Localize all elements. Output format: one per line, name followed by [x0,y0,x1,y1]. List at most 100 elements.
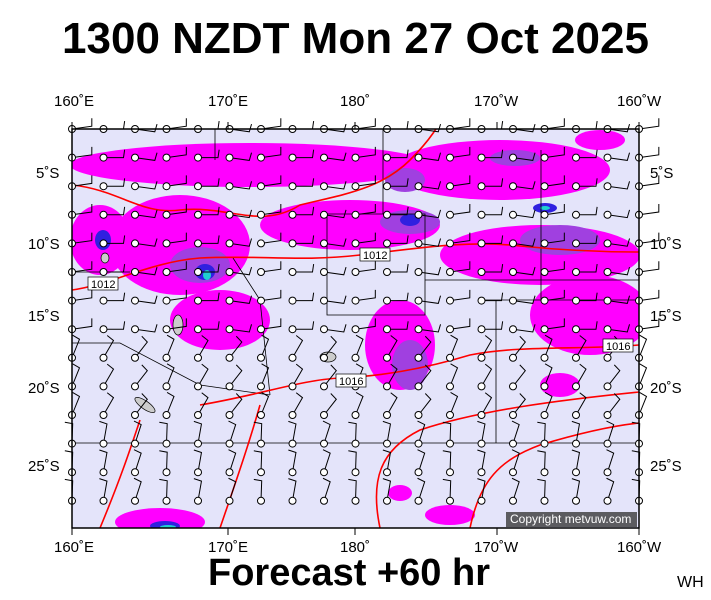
lat-label: 20˚S [650,380,682,397]
wind-barb [159,450,168,473]
wind-barb [197,335,209,359]
wind-barb [228,420,237,444]
station-marker [288,182,297,191]
wind-barb [103,149,126,159]
wind-barb [229,393,243,416]
station-marker [225,182,234,191]
wind-barb [134,152,158,161]
wind-barb [229,295,253,304]
station-marker [320,496,328,505]
station-marker [99,268,108,276]
wind-barb [71,204,93,216]
wind-barb [134,209,158,219]
station-marker [414,325,423,334]
station-marker [162,411,171,419]
wind-barb [198,292,220,302]
wind-barb [348,478,357,501]
wind-barb [292,363,304,387]
wind-barb [387,264,409,273]
station-marker [288,153,297,162]
station-marker [225,239,234,248]
wind-barb [159,421,168,444]
station-marker [414,239,423,248]
wind-barb [323,335,337,359]
wind-barb [198,206,220,216]
wind-barb [99,478,108,501]
station-marker [288,325,297,334]
station-marker [383,210,391,219]
wind-barb [99,449,108,473]
station-marker [288,296,297,305]
wind-barb [198,235,220,244]
wind-barb [442,450,452,473]
station-marker [509,411,517,419]
wind-barb [638,289,660,302]
station-marker [320,210,328,219]
wind-barb [638,118,660,130]
station-marker [162,325,171,334]
wind-barb [193,420,203,444]
wind-barb [198,264,220,273]
wind-barb [134,295,158,304]
wind-barb [103,292,126,302]
station-marker [572,439,580,448]
station-marker [194,210,202,219]
station-marker [194,382,202,391]
isobar-label: 1016 [606,341,630,353]
wind-barb [576,264,598,273]
wind-barb [607,181,631,190]
wind-barb [638,363,648,387]
wind-barb [166,118,187,130]
wind-barb [638,232,660,244]
wind-barb [544,175,565,187]
station-marker [99,496,108,505]
wind-barb [606,420,615,444]
station-marker [477,153,486,162]
wind-barb [229,238,253,247]
wind-barb [134,335,148,359]
station-marker [509,468,517,477]
station-marker [572,468,580,477]
station-marker [477,439,486,448]
station-marker [351,411,360,419]
station-marker [194,496,202,505]
lat-label: 20˚S [28,380,60,397]
wind-barb [260,204,282,216]
wind-barb [449,204,471,216]
station-marker [446,153,454,162]
wind-barb [512,152,536,161]
wind-barb [71,289,93,302]
wind-barb [133,420,142,444]
station-marker [414,496,423,505]
station-marker [540,153,549,162]
station-marker [351,439,360,448]
wind-barb [638,175,660,187]
wind-barb [260,363,270,387]
station-marker [320,296,328,305]
wind-barb [576,206,598,216]
station-marker [603,239,612,248]
wind-barb [229,152,253,161]
station-marker [414,182,423,191]
wind-barb [134,364,148,387]
station-marker [603,468,612,477]
station-marker [383,382,391,391]
station-marker [414,210,423,219]
lat-label: 5˚S [650,165,674,182]
station-marker [383,239,391,248]
wind-barb [477,478,486,501]
station-marker [383,411,391,419]
station-marker [572,411,580,419]
isobar-labels: 1012 1012 1016 1016 [87,247,634,388]
station-marker [320,468,328,477]
station-marker [131,153,139,162]
station-marker [414,468,423,477]
wind-barb [638,334,648,358]
wind-barb [387,235,409,244]
station-marker [257,239,265,248]
station-marker [477,239,486,248]
station-marker [509,353,517,362]
station-marker [257,411,265,419]
station-marker [383,153,391,162]
station-marker [603,411,612,419]
